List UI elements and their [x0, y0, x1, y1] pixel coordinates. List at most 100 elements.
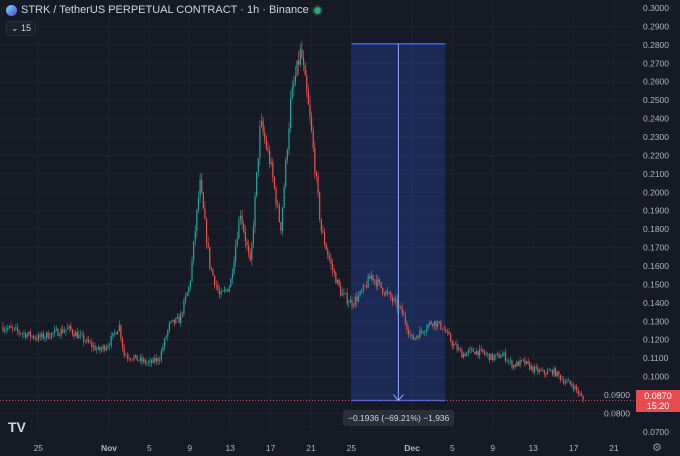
candle-body [504, 352, 507, 361]
candle-body [50, 332, 53, 338]
candle-body [62, 328, 64, 333]
candle-body [443, 329, 445, 331]
last-price: 0.0870 [644, 391, 672, 401]
candle-body [289, 98, 292, 129]
candle-body [23, 332, 25, 334]
candle-body [537, 367, 539, 373]
candle-body [576, 386, 578, 391]
market-status-icon [313, 6, 321, 14]
candle-body [228, 287, 230, 292]
y-tick-label: 0.1600 [643, 261, 669, 271]
candle-body [42, 333, 44, 339]
candle-body [399, 306, 402, 307]
candle-body [87, 339, 90, 343]
candle-body [102, 345, 104, 349]
candle-body [474, 351, 476, 355]
candle-body [142, 359, 145, 362]
candle-body [52, 332, 54, 334]
candle-body [126, 355, 128, 358]
y-tick-label: 0.2600 [643, 77, 669, 87]
candle-body [440, 321, 442, 329]
candle-body [327, 249, 329, 255]
candle-body [252, 226, 255, 244]
candle-body [13, 327, 15, 329]
candle-body [385, 291, 387, 295]
candle-body [393, 298, 395, 301]
candle-body [71, 329, 74, 334]
candle-body [414, 337, 416, 340]
measure-arrowhead [392, 394, 404, 402]
candle-body [354, 296, 356, 305]
candle-body [404, 315, 406, 324]
candle-body [157, 358, 159, 362]
candle-body [574, 386, 576, 389]
candle-body [117, 330, 119, 335]
candle-body [183, 300, 185, 314]
candle-body [262, 120, 264, 133]
candle-body [178, 316, 180, 324]
candle-body [60, 328, 62, 336]
candle-body [188, 286, 190, 293]
x-tick-label: 9 [187, 443, 192, 453]
y-tick-label: 0.1500 [643, 279, 669, 289]
indicators-toggle[interactable]: ⌄ 15 [6, 21, 37, 36]
candle-body [464, 354, 466, 357]
candle-body [123, 347, 125, 356]
candle-body [319, 193, 321, 219]
candle-body [286, 149, 288, 160]
candle-body [341, 293, 343, 296]
candle-body [511, 360, 513, 368]
candle-body [147, 362, 149, 363]
candle-body [485, 353, 487, 355]
candle-body [551, 369, 553, 375]
candle-body [128, 357, 130, 359]
candle-body [563, 379, 565, 384]
candle-body [509, 360, 511, 361]
candle-body [577, 390, 579, 394]
candle-body [493, 356, 495, 361]
symbol-title[interactable]: STRK / TetherUS PERPETUAL CONTRACT · 1h … [21, 4, 309, 16]
candle-body [388, 292, 390, 294]
candle-body [78, 334, 80, 339]
candle-body [403, 313, 405, 316]
candle-body [84, 341, 86, 343]
x-tick-label: Nov [101, 443, 117, 453]
candle-body [115, 332, 117, 335]
candle-body [302, 57, 305, 66]
x-tick-label: 5 [450, 443, 455, 453]
candle-body [294, 75, 297, 84]
candle-body [401, 306, 403, 314]
candle-body [487, 353, 489, 355]
candle-body [170, 321, 172, 323]
candle-body [448, 331, 450, 335]
candle-body [130, 358, 132, 360]
candle-body [45, 332, 48, 338]
candle-body [412, 335, 415, 340]
candle-body [120, 325, 122, 339]
candle-body [513, 365, 515, 368]
candle-body [550, 369, 552, 371]
candle-body [165, 336, 167, 339]
candle-body [291, 87, 293, 99]
candle-body [118, 325, 120, 331]
candle-body [325, 243, 327, 250]
candle-body [328, 254, 330, 260]
y-tick-label: 0.1700 [643, 243, 669, 253]
candle-body [105, 347, 107, 351]
candle-body [307, 91, 309, 105]
tradingview-logo[interactable]: TV [8, 419, 26, 435]
candle-body [508, 360, 510, 362]
candle-body [73, 333, 75, 337]
candle-body [8, 326, 11, 328]
candle-body [349, 300, 351, 303]
candle-body [264, 132, 266, 140]
gear-icon[interactable]: ⚙ [652, 442, 662, 454]
candle-body [530, 366, 532, 370]
indicator-count: 15 [21, 23, 32, 33]
candle-body [572, 385, 574, 389]
candle-body [470, 348, 473, 350]
candle-body [529, 363, 531, 370]
candle-body [374, 279, 376, 281]
candle-body [317, 176, 319, 194]
